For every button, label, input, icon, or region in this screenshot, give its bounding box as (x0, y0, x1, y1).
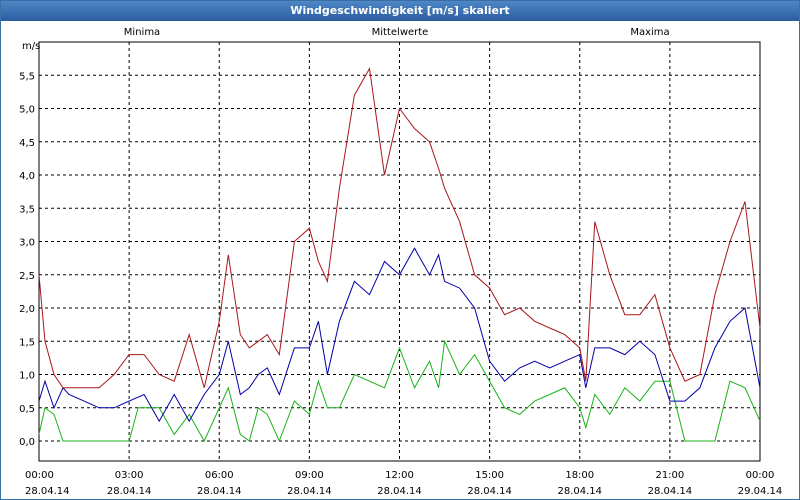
series-line-minima (38, 339, 761, 443)
window-title: Windgeschwindigkeit [m/s] skaliert (1, 1, 799, 21)
x-tick-time: 12:00 (385, 470, 414, 481)
y-tick-label: 0,0 (19, 437, 35, 448)
y-tick-label: 5,0 (19, 105, 35, 116)
x-tick-date: 28.04.14 (648, 486, 693, 497)
x-tick-date: 28.04.14 (197, 486, 242, 497)
x-tick-time: 06:00 (205, 470, 234, 481)
series-line-mittelwerte (38, 247, 761, 423)
y-axis-ticks: 0,0 0,5 1,0 1,5 2,0 2,5 3,0 3,5 4,0 4,5 5,0 5,5 (19, 71, 35, 448)
x-tick-date: 28.04.14 (467, 486, 512, 497)
y-tick-label: 1,0 (19, 371, 35, 382)
y-tick-label: 1,5 (19, 337, 35, 348)
y-tick-label: 4,0 (19, 171, 35, 182)
series-line-maxima (38, 67, 761, 389)
x-tick-date: 28.04.14 (377, 486, 422, 497)
y-tick-label: 3,0 (19, 238, 35, 249)
x-tick-time: 00:00 (746, 470, 775, 481)
data-series (38, 67, 761, 443)
x-tick-date: 28.04.14 (107, 486, 152, 497)
x-tick-time: 00:00 (25, 470, 54, 481)
y-tick-label: 0,5 (19, 404, 35, 415)
y-tick-label: 4,5 (19, 138, 35, 149)
y-tick-label: 3,5 (19, 204, 35, 215)
x-tick-time: 09:00 (295, 470, 324, 481)
y-tick-label: 5,5 (19, 71, 35, 82)
y-tick-label: 2,0 (19, 304, 35, 315)
grid-lines (39, 42, 760, 461)
legend-maxima: Maxima (630, 27, 669, 38)
legend-mittelwerte: Mittelwerte (372, 27, 429, 38)
x-tick-time: 18:00 (565, 470, 594, 481)
x-tick-time: 21:00 (655, 470, 684, 481)
x-tick-date: 28.04.14 (287, 486, 332, 497)
x-tick-date: 28.04.14 (557, 486, 602, 497)
legend-minima: Minima (124, 27, 160, 38)
x-tick-time: 15:00 (475, 470, 504, 481)
x-tick-date: 28.04.14 (25, 486, 70, 497)
x-tick-date: 29.04.14 (738, 486, 783, 497)
x-axis-ticks: 00:00 28.04.14 03:00 28.04.14 06:00 28.04.14 0… (25, 470, 782, 497)
y-tick-label: 2,5 (19, 271, 35, 282)
plot-area-border (38, 41, 761, 462)
x-tick-time: 03:00 (115, 470, 144, 481)
y-axis-unit-label: m/s (22, 41, 40, 52)
